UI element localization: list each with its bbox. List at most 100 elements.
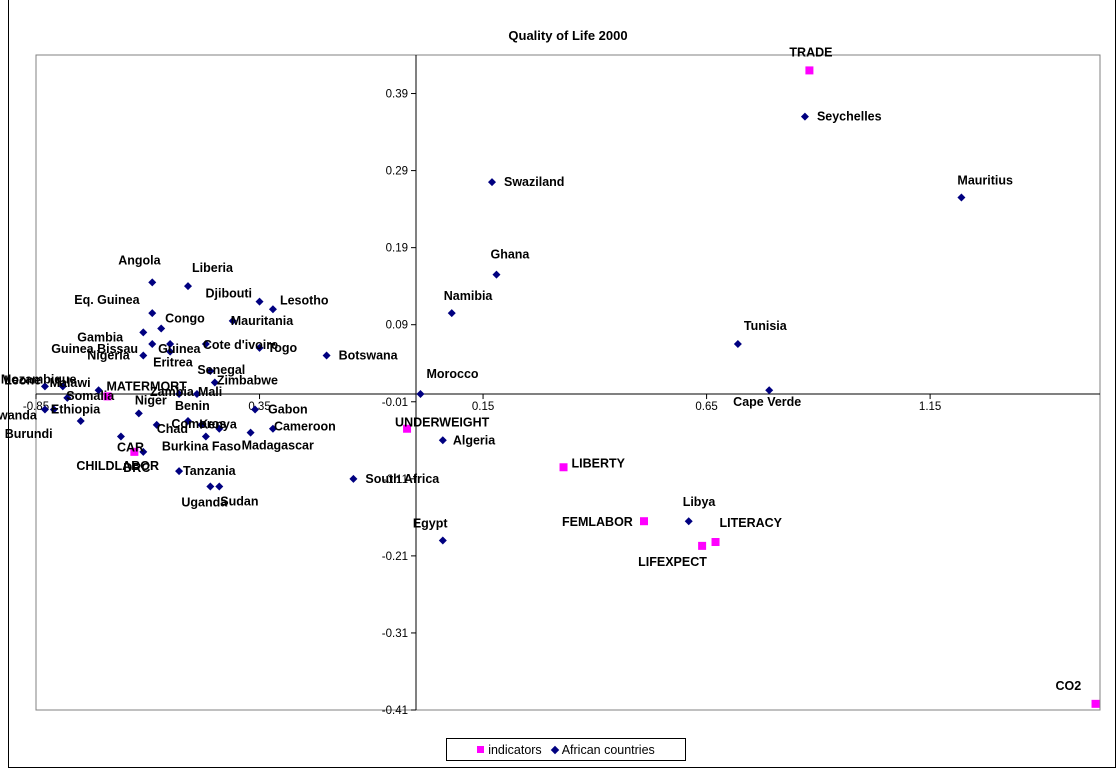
country-point-lesotho — [268, 305, 277, 314]
country-point-cape-verde — [765, 386, 774, 395]
point-label-niger: Niger — [135, 393, 167, 407]
indicator-point-matermort — [103, 392, 112, 401]
point-label-senegal: Senegal — [197, 363, 245, 377]
country-point-libya — [684, 517, 693, 526]
point-label-eq-guinea: Eq. Guinea — [74, 293, 140, 307]
indicator-point-co2 — [1091, 699, 1100, 708]
country-point-congo — [157, 324, 166, 333]
point-label-kenya: Kenya — [199, 418, 238, 432]
point-label-lesotho: Lesotho — [280, 293, 329, 307]
point-label-cape-verde: Cape Verde — [733, 395, 801, 409]
point-label-zimbabwe: Zimbabwe — [217, 374, 278, 388]
country-point-niger — [134, 409, 143, 418]
country-point-gambia — [139, 328, 148, 337]
point-label-zambia: Zambia — [150, 385, 195, 399]
point-label-burundi: Burundi — [5, 427, 53, 441]
legend-item-indicators: indicators — [477, 743, 542, 757]
point-label-childlabor: CHILDLABOR — [76, 459, 159, 473]
indicator-point-childlabor — [130, 447, 139, 456]
point-label-benin: Benin — [175, 399, 210, 413]
y-tick-label: 0.19 — [386, 243, 408, 255]
indicator-point-femlabor — [640, 517, 648, 526]
point-label-egypt: Egypt — [413, 516, 449, 530]
point-label-libya: Libya — [683, 495, 717, 509]
point-label-cote-d-ivoire: Cote d'ivoire — [203, 338, 278, 352]
x-tick-label: 0.15 — [472, 401, 494, 413]
country-point-madagascar — [246, 428, 255, 437]
country-point-djibouti — [255, 297, 264, 306]
chart-title: Quality of Life 2000 — [508, 28, 627, 43]
point-label-seychelles: Seychelles — [817, 110, 882, 124]
point-label-malawi: Malawi — [50, 376, 91, 390]
country-point-namibia — [447, 309, 456, 318]
country-point-kenya — [215, 424, 224, 433]
country-point-angola — [148, 278, 157, 287]
point-label-liberia: Liberia — [192, 261, 234, 275]
country-point-senegal — [206, 366, 215, 375]
country-point-liberia — [184, 282, 192, 291]
chart-frame — [8, 0, 1116, 768]
country-point-mauritius — [957, 193, 966, 202]
country-point-chad — [152, 420, 161, 429]
point-label-co2: CO2 — [1056, 679, 1082, 693]
indicator-point-underweight — [403, 424, 412, 433]
point-label-mauritania: Mauritania — [231, 314, 295, 328]
point-label-drc: DRC — [123, 461, 150, 475]
axes: -0.85 0.35 0.15 0.65 1.150.390.290.190.09-0.… — [23, 55, 1100, 717]
point-label-togo: Togo — [268, 341, 298, 355]
country-point-gabon — [251, 405, 260, 414]
point-label-angola: Angola — [118, 253, 161, 267]
point-label-nigeria: Nigeria — [87, 349, 130, 363]
point-label-mali: Mali — [198, 385, 222, 399]
point-label-femlabor: FEMLABOR — [562, 515, 633, 529]
point-label-lifexpect: LIFEXPECT — [638, 555, 707, 569]
y-tick-label: 0.09 — [386, 320, 408, 332]
point-label-liberty: LIBERTY — [572, 456, 626, 470]
country-point-botswana — [322, 351, 331, 360]
country-point-benin — [184, 417, 192, 426]
country-point-rwanda — [40, 405, 49, 414]
country-point-ghana — [492, 270, 501, 279]
country-point-egypt — [438, 536, 447, 545]
country-point-burundi — [76, 417, 85, 426]
point-label-matermort: MATERMORT — [107, 379, 188, 393]
point-label-ghana: Ghana — [490, 248, 530, 262]
country-point-comoros — [197, 420, 206, 429]
y-tick-label: -0.21 — [382, 551, 408, 563]
point-label-swaziland: Swaziland — [504, 175, 564, 189]
y-tick-label: 0.29 — [386, 166, 408, 178]
point-label-eritrea: Eritrea — [153, 356, 194, 370]
point-label-literacy: LITERACY — [720, 516, 783, 530]
point-label-congo: Congo — [165, 312, 205, 326]
point-label-tanzania: Tanzania — [183, 464, 237, 478]
country-point-morocco — [416, 390, 425, 399]
country-point-tanzania — [175, 467, 184, 476]
country-point-eritrea — [166, 347, 175, 356]
point-label-s-leone: S. Leone — [0, 373, 41, 387]
point-label-gambia: Gambia — [77, 330, 124, 344]
data-points — [40, 66, 1100, 708]
y-tick-label: -0.11 — [383, 474, 408, 486]
point-labels: Seychelles Swaziland Mauritius Ghana Namibia… — [0, 45, 1081, 692]
y-tick-label: 0.39 — [386, 89, 408, 101]
point-label-djibouti: Djibouti — [206, 287, 253, 301]
point-label-ethiopia: Ethiopia — [51, 402, 101, 416]
point-label-guinea: Guinea — [158, 342, 201, 356]
country-point-togo — [255, 343, 264, 352]
country-point-mauritania — [228, 316, 237, 325]
point-label-namibia: Namibia — [444, 289, 494, 303]
x-tick-label: 1.15 — [919, 401, 941, 413]
point-label-mozambique: Mozambique — [1, 372, 77, 386]
country-point-sudan — [215, 482, 224, 491]
x-tick-label: 0.65 — [695, 401, 717, 413]
country-point-uganda — [206, 482, 215, 491]
country-point-mozambique — [58, 382, 67, 391]
point-label-comoros: Comoros — [171, 417, 226, 431]
point-label-chad: Chad — [157, 422, 188, 436]
y-tick-label: -0.31 — [382, 628, 408, 640]
country-point-cameroon — [268, 424, 277, 433]
square-marker-icon — [477, 746, 485, 753]
indicator-point-lifexpect — [698, 541, 707, 550]
country-point-cote-d-ivoire — [201, 339, 210, 348]
